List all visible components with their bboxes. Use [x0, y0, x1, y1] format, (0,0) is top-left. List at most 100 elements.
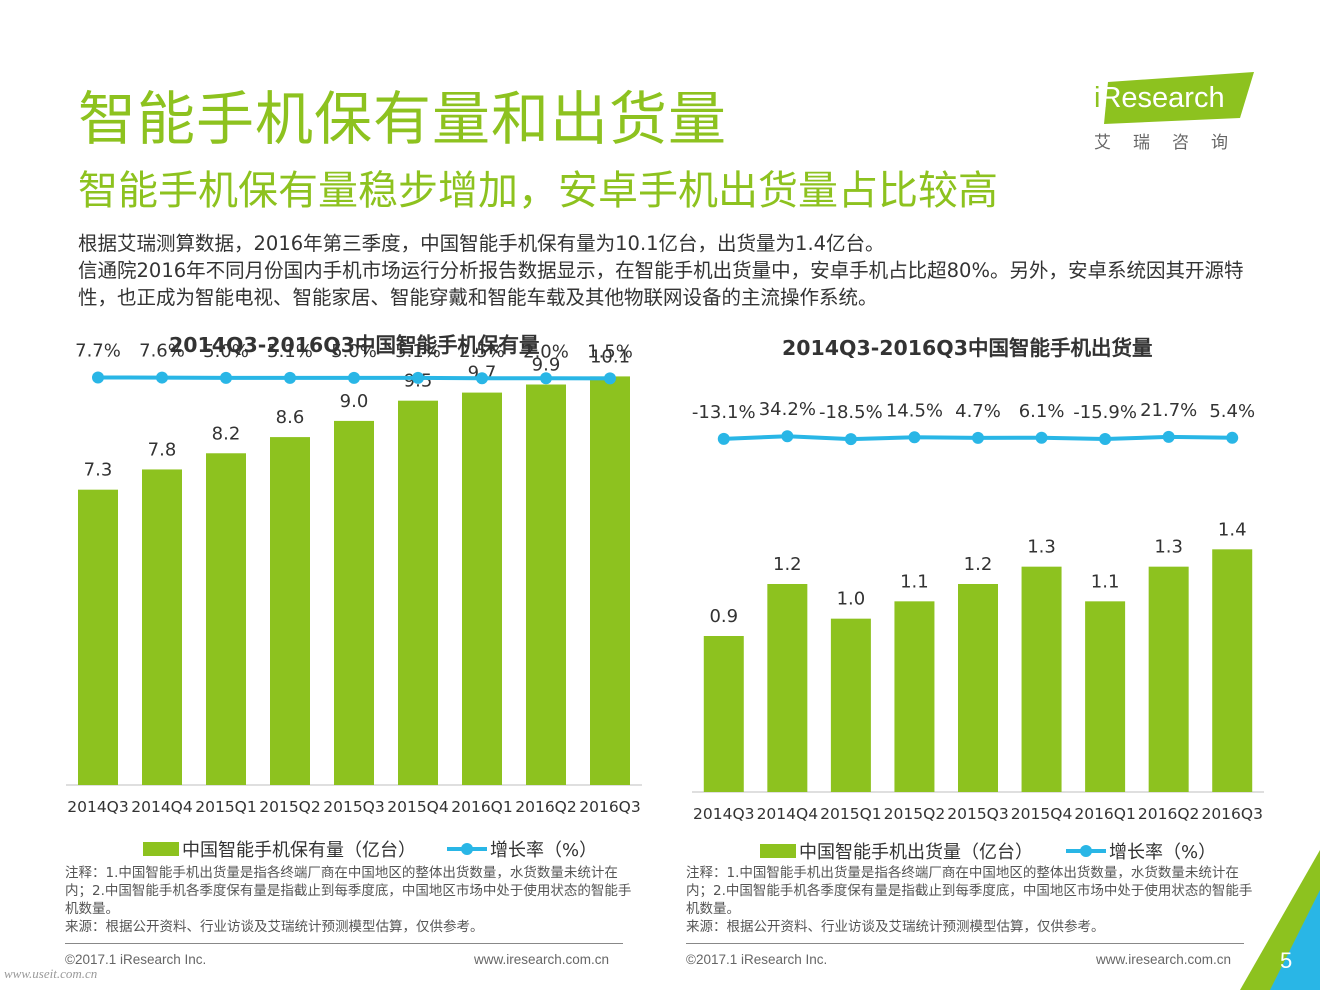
right-rate-label: 5.4% [1209, 401, 1255, 422]
right-bar-value-label: 1.3 [1027, 537, 1056, 558]
left-category-label: 2016Q1 [451, 798, 513, 816]
logo-banner-shape [1104, 72, 1254, 124]
left-footer-divider [65, 943, 623, 944]
right-rate-point [972, 431, 984, 444]
right-legend-line-marker [1080, 845, 1092, 857]
right-legend-bar-label: 中国智能手机出货量（亿台） [799, 842, 1033, 863]
logo-letters-research: Research [1100, 82, 1225, 114]
right-bar [1021, 566, 1062, 792]
left-category-label: 2016Q3 [579, 798, 641, 816]
right-bar [830, 618, 871, 792]
left-rate-point [284, 371, 296, 384]
left-rate-point [604, 372, 616, 385]
right-category-label: 2014Q3 [693, 805, 755, 823]
left-rate-point [220, 371, 232, 384]
left-bar [398, 400, 438, 785]
right-footer-copyright: ©2017.1 iResearch Inc. [686, 952, 828, 967]
right-category-label: 2015Q3 [947, 805, 1009, 823]
page-subtitle: 智能手机保有量稳步增加，安卓手机出货量占比较高 [78, 168, 998, 214]
right-rate-point [781, 430, 794, 443]
left-rate-label: 1.5% [587, 341, 633, 362]
right-bar [958, 584, 998, 792]
description: 根据艾瑞测算数据，2016年第三季度，中国智能手机保有量为10.1亿台，出货量为… [78, 230, 1268, 311]
left-bar-value-label: 9.0 [340, 391, 369, 412]
left-bar [590, 376, 630, 785]
right-bar [1085, 601, 1126, 792]
right-footer-divider [686, 943, 1244, 944]
right-rate-point [908, 431, 921, 444]
right-rate-label: 14.5% [886, 400, 943, 421]
right-rate-point [1099, 432, 1112, 445]
right-bar [703, 636, 744, 792]
right-category-label: 2016Q2 [1138, 805, 1200, 823]
left-bar-value-label: 9.9 [532, 355, 561, 376]
right-bar [1148, 566, 1189, 792]
left-chart: 7.3 2014Q3 7.7% 7.8 2014Q4 7.6% 8.2 2015Q1 5.0% 8… [66, 341, 642, 861]
left-bar-value-label: 8.6 [276, 407, 305, 428]
left-rate-label: 7.6% [139, 341, 185, 362]
left-rate-point [412, 371, 424, 384]
left-bar-value-label: 7.8 [148, 439, 177, 460]
left-source-text: 来源：根据公开资料、行业访谈及艾瑞统计预测模型估算，仅供参考。 [65, 919, 484, 935]
left-rate-point [348, 371, 360, 384]
right-category-label: 2014Q4 [757, 805, 819, 823]
corner-decoration [1240, 850, 1320, 990]
logo-chinese-name: 艾瑞咨询 [1094, 133, 1250, 153]
left-footer-copyright: ©2017.1 iResearch Inc. [65, 952, 207, 967]
left-rate-label: 5.0% [203, 341, 249, 362]
right-rate-label: 34.2% [759, 399, 816, 420]
right-rate-label: -13.1% [692, 402, 756, 423]
page-number: 5 [1280, 948, 1293, 973]
right-bar [767, 584, 808, 792]
right-bar-value-label: 1.1 [900, 571, 929, 592]
right-footer-url[interactable]: www.iresearch.com.cn [1096, 952, 1232, 967]
left-chart-title: 2014Q3-2016Q3中国智能手机保有量 [169, 333, 540, 357]
right-rate-label: 21.7% [1140, 400, 1197, 421]
right-rate-point [1226, 431, 1239, 444]
left-rate-label: 5.1% [267, 341, 313, 362]
left-rate-point [156, 371, 168, 384]
left-bar [462, 392, 502, 785]
right-bar-value-label: 1.4 [1218, 519, 1247, 540]
left-category-label: 2015Q3 [323, 798, 385, 816]
right-bar-value-label: 1.3 [1154, 537, 1183, 558]
right-rate-point [1162, 430, 1175, 443]
left-bar [270, 437, 310, 785]
left-bar [526, 384, 566, 785]
left-rate-point [476, 372, 488, 385]
right-bar-value-label: 1.0 [837, 589, 866, 610]
right-bar [894, 601, 935, 792]
logo-wordmark: iResearch [1094, 82, 1225, 115]
right-rate-label: 6.1% [1019, 401, 1065, 422]
left-footer-url[interactable]: www.iresearch.com.cn [474, 952, 610, 967]
left-category-label: 2015Q1 [195, 798, 257, 816]
page-title: 智能手机保有量和出货量 [78, 85, 728, 153]
right-legend-bar-swatch [760, 844, 796, 858]
right-category-label: 2015Q4 [1011, 805, 1073, 823]
watermark: www.useit.com.cn [4, 966, 98, 981]
left-bar [334, 420, 374, 785]
right-category-label: 2015Q2 [884, 805, 946, 823]
logo-letter-i: i [1094, 82, 1101, 114]
left-category-label: 2015Q4 [387, 798, 449, 816]
left-rate-label: 2.5% [459, 341, 505, 362]
left-bar-value-label: 7.3 [84, 460, 113, 481]
right-bar [1212, 549, 1253, 792]
left-rate-label: 5.1% [395, 341, 441, 362]
left-note-text: 注释：1.中国智能手机出货量是指各终端厂商在中国地区的整体出货数量，水货数量未统… [65, 865, 632, 917]
left-rate-label: 5.0% [331, 341, 377, 362]
left-chart-note: 注释：1.中国智能手机出货量是指各终端厂商在中国地区的整体出货数量，水货数量未统… [65, 864, 640, 936]
right-bar-value-label: 1.1 [1091, 571, 1120, 592]
left-category-label: 2015Q2 [259, 798, 321, 816]
left-legend-bar-label: 中国智能手机保有量（亿台） [182, 840, 416, 861]
right-category-label: 2015Q1 [820, 805, 882, 823]
right-chart-title: 2014Q3-2016Q3中国智能手机出货量 [782, 336, 1153, 360]
right-chart: 0.9 2014Q3 -13.1% 1.2 2014Q4 34.2% 1.0 2015Q1 -1… [692, 399, 1264, 863]
description-line-2: 信通院2016年不同月份国内手机市场运行分析报告数据显示，在智能手机出货量中，安… [78, 259, 1244, 309]
right-rate-point [717, 432, 730, 445]
left-bar [206, 453, 246, 785]
right-legend-line-label: 增长率（%） [1109, 842, 1216, 863]
iresearch-logo: iResearch 艾瑞咨询 [1088, 70, 1258, 155]
right-rate-point [1035, 431, 1048, 444]
left-legend-line-marker [461, 843, 473, 855]
